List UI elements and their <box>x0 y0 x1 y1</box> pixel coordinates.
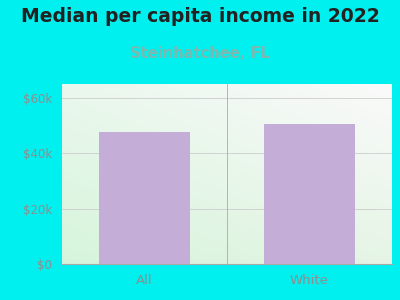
Bar <box>99 133 190 264</box>
Text: Steinhatchee, FL: Steinhatchee, FL <box>130 46 270 62</box>
Text: Median per capita income in 2022: Median per capita income in 2022 <box>21 8 379 26</box>
Bar <box>264 124 355 264</box>
